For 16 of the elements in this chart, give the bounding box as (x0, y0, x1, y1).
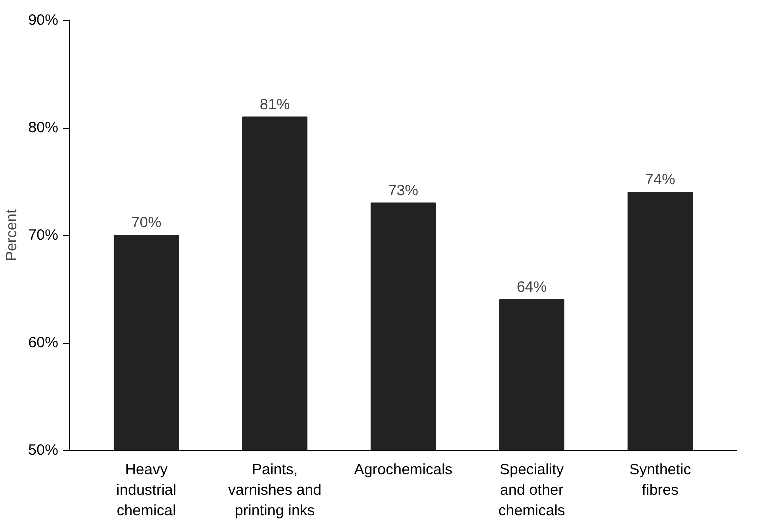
data-label: 74% (645, 172, 676, 188)
y-tick-label: 90% (28, 12, 59, 29)
data-label: 73% (388, 182, 419, 200)
y-tick-label: 80% (28, 120, 59, 136)
x-tick-label: Paints, varnishes and printing inks (228, 462, 322, 520)
y-tick-label: 50% (28, 442, 59, 459)
x-tick-label: Heavy industrial chemical (116, 462, 177, 520)
data-label: 81% (260, 96, 290, 114)
y-axis-title: Percent (3, 208, 20, 262)
x-tick-label: Synthetic fibres (630, 462, 692, 499)
y-tick-label: 60% (28, 334, 59, 352)
x-tick-label: Speciality and other chemicals (498, 462, 566, 520)
x-tick-label: Agrochemicals (354, 462, 453, 478)
y-tick-label: 70% (28, 227, 59, 244)
data-label: 64% (516, 279, 547, 296)
data-label: 70% (132, 214, 162, 232)
